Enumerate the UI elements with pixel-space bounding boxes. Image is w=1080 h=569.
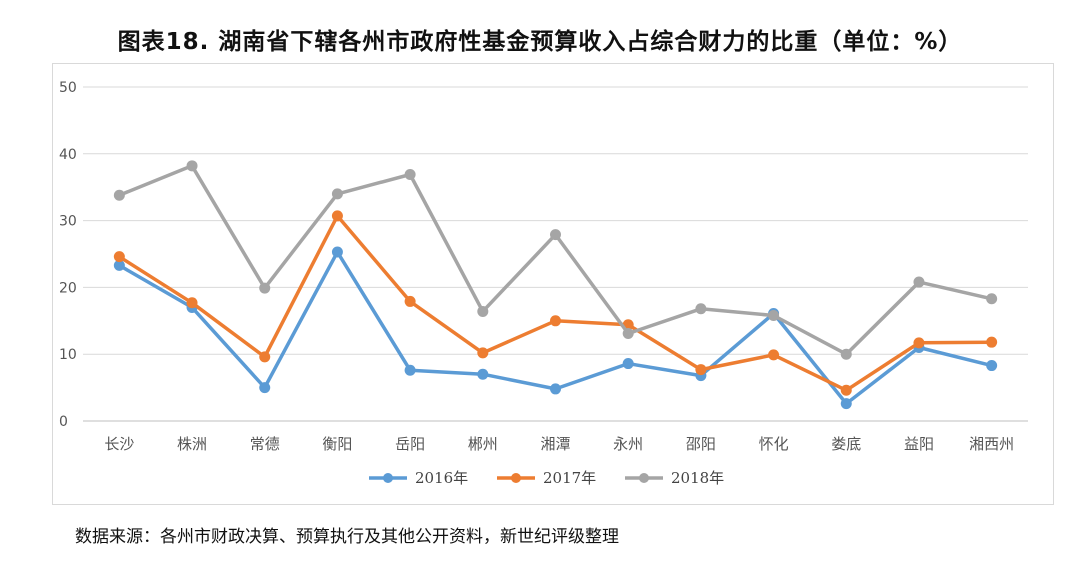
x-tick-label: 株洲 bbox=[177, 435, 207, 453]
data-point bbox=[768, 309, 780, 321]
data-point bbox=[986, 360, 998, 372]
legend-swatch-marker bbox=[639, 473, 649, 483]
data-point bbox=[840, 398, 852, 410]
y-tick-label: 10 bbox=[59, 347, 77, 363]
x-tick-label: 娄底 bbox=[831, 435, 861, 453]
data-point bbox=[331, 210, 343, 222]
chart-panel: 0 10 20 30 40 50 长沙 株洲 常德 衡阳 岳阳 郴州 湘潭 永州 邵阳 怀化 娄底 益阳 湘西州 20… bbox=[52, 63, 1054, 505]
data-point bbox=[768, 349, 780, 361]
data-point bbox=[477, 347, 489, 359]
legend-swatch-marker bbox=[511, 473, 521, 483]
data-point bbox=[259, 382, 271, 394]
data-point bbox=[622, 358, 634, 370]
line-chart: 0 10 20 30 40 50 长沙 株洲 常德 衡阳 岳阳 郴州 湘潭 永州 邵阳 怀化 娄底 益阳 湘西州 20… bbox=[59, 80, 1028, 487]
data-point bbox=[404, 169, 416, 181]
data-point bbox=[186, 297, 198, 309]
data-point bbox=[113, 251, 125, 263]
data-point bbox=[550, 383, 561, 395]
data-point bbox=[113, 189, 125, 201]
data-point bbox=[404, 364, 416, 376]
data-point bbox=[913, 276, 925, 288]
legend-label: 2016年 bbox=[415, 469, 468, 487]
data-point bbox=[913, 337, 925, 349]
data-point bbox=[986, 336, 998, 348]
data-point bbox=[331, 246, 343, 258]
data-point bbox=[840, 348, 852, 360]
x-tick-label: 湘潭 bbox=[540, 435, 570, 453]
data-point bbox=[550, 229, 561, 241]
x-tick-label: 邵阳 bbox=[686, 435, 716, 453]
data-point bbox=[840, 384, 852, 396]
legend-label: 2018年 bbox=[671, 469, 724, 487]
series-line bbox=[118, 214, 992, 393]
x-tick-label: 衡阳 bbox=[322, 435, 352, 453]
source-note: 数据来源：各州市财政决算、预算执行及其他公开资料，新世纪评级整理 bbox=[75, 527, 619, 547]
data-point bbox=[695, 303, 707, 315]
y-tick-label: 50 bbox=[59, 80, 77, 96]
data-point bbox=[186, 160, 198, 172]
data-point bbox=[477, 305, 489, 317]
x-tick-label: 长沙 bbox=[104, 435, 134, 453]
x-tick-label: 常德 bbox=[250, 435, 280, 453]
chart-title: 图表18. 湖南省下辖各州市政府性基金预算收入占综合财力的比重（单位：%） bbox=[117, 29, 963, 55]
data-point bbox=[404, 295, 416, 307]
y-tick-label: 20 bbox=[59, 280, 77, 296]
legend-label: 2017年 bbox=[543, 469, 596, 487]
legend-swatch-marker bbox=[383, 473, 393, 483]
data-point bbox=[986, 293, 998, 305]
data-point bbox=[259, 351, 271, 363]
x-tick-label: 益阳 bbox=[904, 435, 934, 453]
data-point bbox=[550, 315, 561, 327]
y-tick-label: 30 bbox=[59, 214, 77, 230]
data-point bbox=[331, 188, 343, 200]
x-tick-label: 岳阳 bbox=[395, 435, 425, 453]
x-tick-label: 湘西州 bbox=[969, 435, 1014, 453]
y-tick-label: 40 bbox=[59, 147, 77, 163]
x-tick-label: 永州 bbox=[613, 435, 643, 453]
data-point bbox=[477, 368, 489, 380]
data-point bbox=[695, 364, 707, 376]
data-point bbox=[113, 259, 125, 271]
data-point bbox=[622, 327, 634, 339]
y-tick-label: 0 bbox=[59, 414, 68, 430]
x-tick-label: 郴州 bbox=[468, 435, 498, 453]
x-tick-label: 怀化 bbox=[759, 435, 789, 453]
data-point bbox=[259, 282, 271, 294]
